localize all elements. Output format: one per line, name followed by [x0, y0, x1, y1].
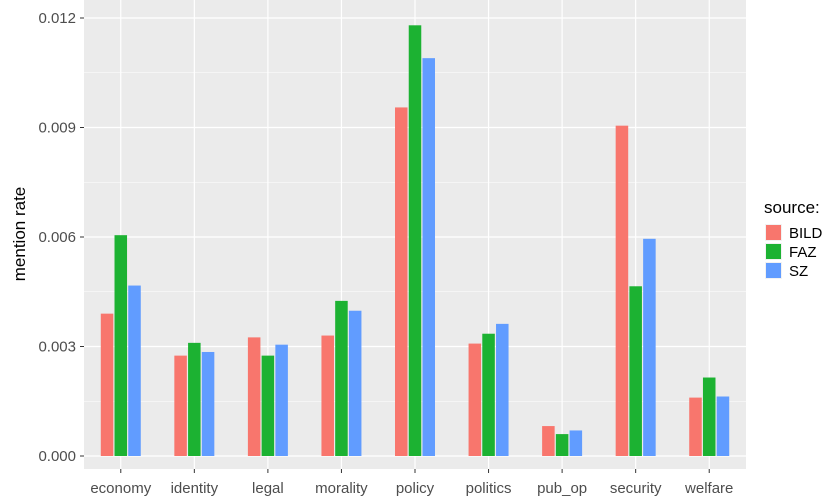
bar: [114, 235, 128, 456]
bar: [408, 25, 422, 457]
bar: [468, 343, 482, 456]
x-tick-label: welfare: [684, 480, 733, 497]
legend-title: source:: [764, 198, 820, 217]
y-tick-label: 0.003: [38, 339, 76, 356]
y-axis-title: mention rate: [10, 187, 29, 282]
legend-swatch: [766, 225, 781, 240]
bar: [261, 355, 275, 456]
bar: [247, 337, 261, 456]
bar: [100, 313, 114, 456]
bar: [128, 285, 141, 456]
legend: BILD FAZ SZ: [765, 224, 823, 280]
bar: [629, 286, 642, 456]
y-tick-label: 0.009: [38, 120, 76, 137]
x-tick-label: identity: [171, 480, 219, 497]
legend-swatch: [766, 263, 781, 278]
x-tick-label: politics: [466, 480, 512, 497]
bar: [702, 377, 716, 456]
bar: [348, 310, 362, 456]
bar: [716, 396, 730, 456]
bar: [174, 355, 187, 456]
legend-swatch: [766, 244, 781, 259]
y-tick-label: 0.006: [38, 229, 76, 246]
bar: [335, 300, 348, 456]
bar: [188, 342, 201, 456]
bar: [542, 426, 555, 456]
y-tick-label: 0.012: [38, 10, 76, 27]
bar: [555, 434, 569, 456]
x-tick-label: policy: [396, 480, 435, 497]
bars: [100, 25, 730, 457]
bar: [201, 351, 215, 456]
bar: [422, 58, 435, 457]
x-tick-label: morality: [315, 480, 368, 497]
bar: [615, 125, 629, 457]
x-tick-label: economy: [90, 480, 151, 497]
x-tick-label: legal: [252, 480, 284, 497]
legend-label: FAZ: [789, 244, 817, 261]
bar: [569, 430, 583, 456]
x-tick-label: security: [610, 480, 662, 497]
bar: [689, 397, 702, 456]
bar: [321, 335, 334, 456]
bar: [275, 344, 288, 456]
x-axis-ticks: economy identity legal morality policy politi…: [90, 469, 733, 497]
bar: [482, 333, 495, 456]
y-tick-label: 0.000: [38, 448, 76, 465]
legend-label: SZ: [789, 263, 808, 280]
bar: [643, 238, 656, 456]
bar: [395, 107, 408, 457]
bar: [496, 323, 509, 456]
y-axis-ticks: 0.000 0.003 0.006 0.009 0.012: [38, 10, 84, 465]
legend-label: BILD: [789, 225, 823, 242]
x-tick-label: pub_op: [537, 480, 587, 497]
